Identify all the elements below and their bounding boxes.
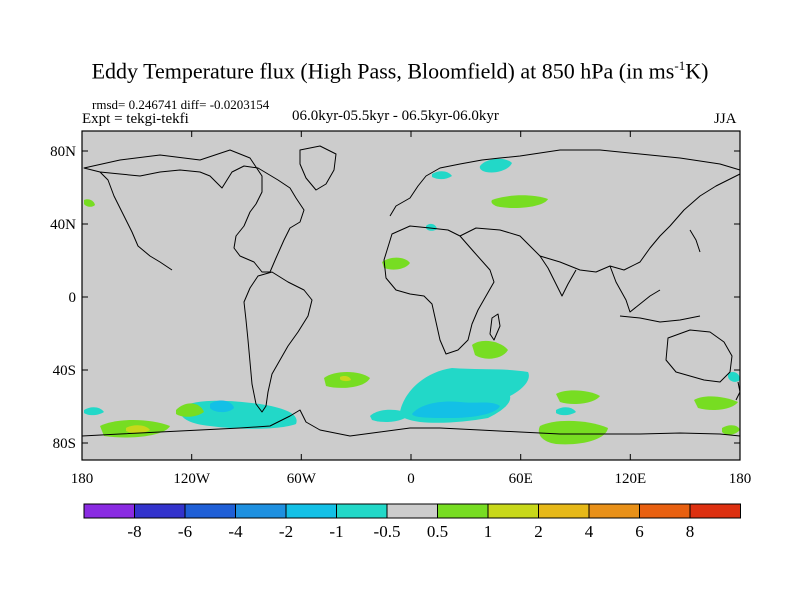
patch-nwatl-green: [84, 199, 95, 207]
patch-spac-blue: [210, 400, 234, 413]
lon-ticks: [191, 131, 631, 460]
experiment-label: Expt = tekgi-tekfi: [82, 111, 189, 127]
coast-japan: [689, 229, 701, 253]
patch-so-blue-inner: [412, 401, 500, 418]
colorbar-box: [336, 503, 388, 519]
coast-madagascar: [489, 313, 501, 341]
coast-se-asia: [609, 265, 661, 313]
colorbar-box: [487, 503, 539, 519]
lat-label: 40S: [53, 363, 76, 379]
lat-ticks: [82, 150, 740, 444]
lat-label: 80S: [53, 436, 76, 452]
colorbar-box: [83, 503, 135, 519]
colorbar-label: -1: [329, 522, 343, 541]
anomaly-patches: [84, 158, 740, 445]
lon-label: 120E: [614, 471, 646, 487]
patch-madagascar-green: [472, 340, 508, 359]
coast-australia: [665, 329, 733, 383]
colorbar-label: 0.5: [427, 522, 448, 541]
colorbar-labels: -8 -6 -4 -2 -1 -0.5 0.5 1 2 4 6 8: [127, 522, 694, 541]
lon-label: 180: [71, 471, 94, 487]
rmsd-stats: rmsd= 0.246741 diff= -0.0203154: [92, 97, 270, 112]
chart-title: Eddy Temperature flux (High Pass, Bloomf…: [91, 58, 709, 84]
colorbar-box: [235, 503, 287, 519]
lon-labels: 180 120W 60W 0 60E 120E 180: [71, 471, 752, 487]
patch-so-cyan-sw: [370, 409, 410, 422]
colorbar-label: -2: [279, 522, 293, 541]
colorbar-box: [386, 503, 438, 519]
patch-w-cyan: [84, 407, 104, 416]
patch-au-green: [694, 396, 738, 410]
colorbar-label: 6: [635, 522, 644, 541]
colorbar-label: -4: [228, 522, 243, 541]
patch-sio-green: [538, 420, 608, 445]
colorbar-box: [639, 503, 691, 519]
colorbar-label: -6: [178, 522, 192, 541]
patch-siberia-green: [491, 195, 548, 209]
colorbar-box: [134, 503, 186, 519]
patch-sahara-green: [382, 257, 410, 270]
coast-north-america-west: [99, 171, 173, 271]
lon-label: 120W: [173, 471, 211, 487]
lat-labels: 80N 40N 0 40S 80S: [50, 144, 76, 452]
colorbar: [83, 503, 741, 519]
colorbar-label: 2: [534, 522, 543, 541]
lon-label: 0: [407, 471, 415, 487]
colorbar-box: [184, 503, 236, 519]
patch-spac-green: [176, 403, 204, 417]
coastlines: [81, 145, 741, 437]
coast-greenland: [299, 145, 337, 191]
patch-ind-cyan: [556, 407, 576, 416]
colorbar-label: -8: [127, 522, 141, 541]
coast-india: [539, 255, 577, 297]
coast-antarctica: [81, 409, 741, 437]
colorbar-label: -0.5: [374, 522, 401, 541]
lat-label: 0: [69, 290, 77, 306]
patch-arctic-cyan: [479, 158, 512, 173]
colorbar-box: [538, 503, 590, 519]
patch-med-cyan: [426, 223, 437, 231]
period-label: 06.0kyr-05.5kyr - 06.5kyr-06.0kyr: [292, 108, 499, 124]
coast-indonesia: [619, 315, 701, 323]
patch-pac-yellow: [126, 425, 150, 434]
colorbar-label: 1: [484, 522, 493, 541]
colorbar-box: [588, 503, 640, 519]
coast-europe: [389, 149, 741, 217]
coast-asia: [459, 173, 741, 273]
patch-au-green2: [722, 425, 740, 435]
colorbar-label: 4: [585, 522, 594, 541]
lon-label: 60E: [509, 471, 533, 487]
lat-label: 80N: [50, 144, 76, 160]
patch-sio-green2: [556, 390, 600, 404]
colorbar-box: [285, 503, 337, 519]
colorbar-box: [437, 503, 489, 519]
patch-arctic-cyan2: [432, 171, 452, 180]
colorbar-label: 8: [686, 522, 695, 541]
season-label: JJA: [714, 111, 737, 127]
lat-label: 40N: [50, 217, 76, 233]
coast-south-america: [243, 271, 313, 413]
lon-label: 60W: [287, 471, 317, 487]
patch-satl-yellow: [340, 376, 351, 382]
colorbar-box: [689, 503, 741, 519]
patch-spac-cyan: [179, 400, 297, 429]
lon-label: 180: [729, 471, 752, 487]
coast-north-america: [83, 149, 305, 273]
patch-au-cyan: [728, 372, 740, 382]
coast-africa: [383, 225, 495, 355]
